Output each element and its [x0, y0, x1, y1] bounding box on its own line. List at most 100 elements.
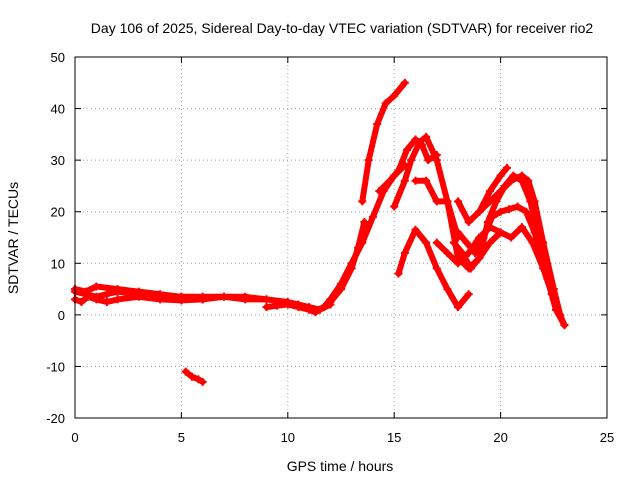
data-point [464, 218, 473, 227]
series-layer [71, 78, 569, 386]
data-point [443, 197, 452, 206]
data-point [530, 197, 539, 206]
data-point [411, 225, 420, 234]
data-point [422, 176, 431, 185]
data-point [134, 290, 143, 299]
data-point [364, 156, 373, 165]
data-point [394, 269, 403, 278]
data-point [219, 292, 228, 301]
x-tick-label: 0 [71, 430, 78, 445]
x-tick-label: 25 [600, 430, 614, 445]
data-point [315, 305, 324, 314]
data-point [464, 290, 473, 299]
data-point [547, 290, 556, 299]
data-point [466, 264, 475, 273]
data-point [354, 243, 363, 252]
data-point [422, 238, 431, 247]
data-point [198, 377, 207, 386]
series-trace-c [71, 287, 271, 304]
data-point [432, 264, 441, 273]
data-point [198, 295, 207, 304]
data-point [402, 145, 411, 154]
data-point [360, 218, 369, 227]
y-tick-label: 50 [51, 50, 65, 65]
data-point [485, 238, 494, 247]
data-point [507, 233, 516, 242]
data-point [475, 207, 484, 216]
data-point [524, 176, 533, 185]
data-point [496, 228, 505, 237]
chart-title: Day 106 of 2025, Sidereal Day-to-day VTE… [91, 20, 594, 36]
y-axis-label: SDTVAR / TECUs [5, 182, 21, 294]
series-line [476, 164, 510, 215]
data-point [385, 176, 394, 185]
data-point [475, 254, 484, 263]
data-point [443, 248, 452, 257]
series-trace-h [375, 135, 441, 196]
y-tick-label: -20 [46, 411, 65, 426]
data-point [432, 156, 441, 165]
data-point [294, 303, 303, 312]
series-line [182, 368, 206, 385]
data-point [262, 303, 271, 312]
y-tick-label: -10 [46, 359, 65, 374]
data-point [375, 187, 384, 196]
x-tick-label: 5 [178, 430, 185, 445]
data-point [273, 301, 282, 310]
data-point [181, 367, 190, 376]
data-point [337, 285, 345, 294]
data-point [373, 120, 382, 129]
data-point [347, 264, 356, 273]
data-point [454, 259, 463, 268]
data-point [400, 78, 409, 87]
x-tick-label: 20 [493, 430, 507, 445]
data-point [400, 176, 409, 185]
series-line [72, 293, 206, 305]
x-tick-label: 15 [387, 430, 401, 445]
data-point [102, 297, 111, 306]
data-point [496, 171, 505, 180]
data-point [381, 99, 390, 108]
x-tick-label: 10 [281, 430, 295, 445]
data-point [432, 197, 441, 206]
data-point [530, 228, 539, 237]
data-point [262, 295, 271, 304]
series-trace-f [315, 218, 369, 314]
data-point [505, 205, 514, 214]
series-trace-g [358, 78, 409, 206]
series-trace-d [181, 367, 207, 386]
data-point [411, 176, 420, 185]
data-point [496, 187, 505, 196]
data-point [513, 202, 522, 211]
data-point [188, 372, 197, 381]
data-point [407, 156, 416, 165]
series-trace-o [454, 202, 556, 299]
data-point [177, 292, 186, 301]
series-line [376, 136, 440, 195]
data-point [77, 297, 86, 306]
data-point [326, 297, 335, 306]
data-point [415, 138, 424, 147]
tick-layer: 0 5 10 15 20 25 -20 -10 0 10 20 30 40 50 [46, 50, 614, 445]
data-point [496, 207, 505, 216]
data-point [113, 295, 122, 304]
data-point [479, 233, 488, 242]
data-point [283, 300, 292, 309]
data-point [432, 238, 441, 247]
plot-frame [74, 56, 608, 419]
data-point [305, 305, 314, 314]
y-tick-label: 10 [51, 256, 65, 271]
data-point [156, 292, 165, 301]
series-line [359, 79, 408, 205]
data-point [390, 91, 399, 100]
data-point [443, 285, 452, 294]
data-point [502, 163, 511, 172]
data-point [539, 259, 548, 268]
grid-layer [75, 57, 607, 418]
data-point [113, 287, 122, 296]
data-point [454, 228, 463, 237]
data-point [462, 238, 471, 247]
data-point [194, 375, 203, 384]
data-point [454, 303, 463, 312]
